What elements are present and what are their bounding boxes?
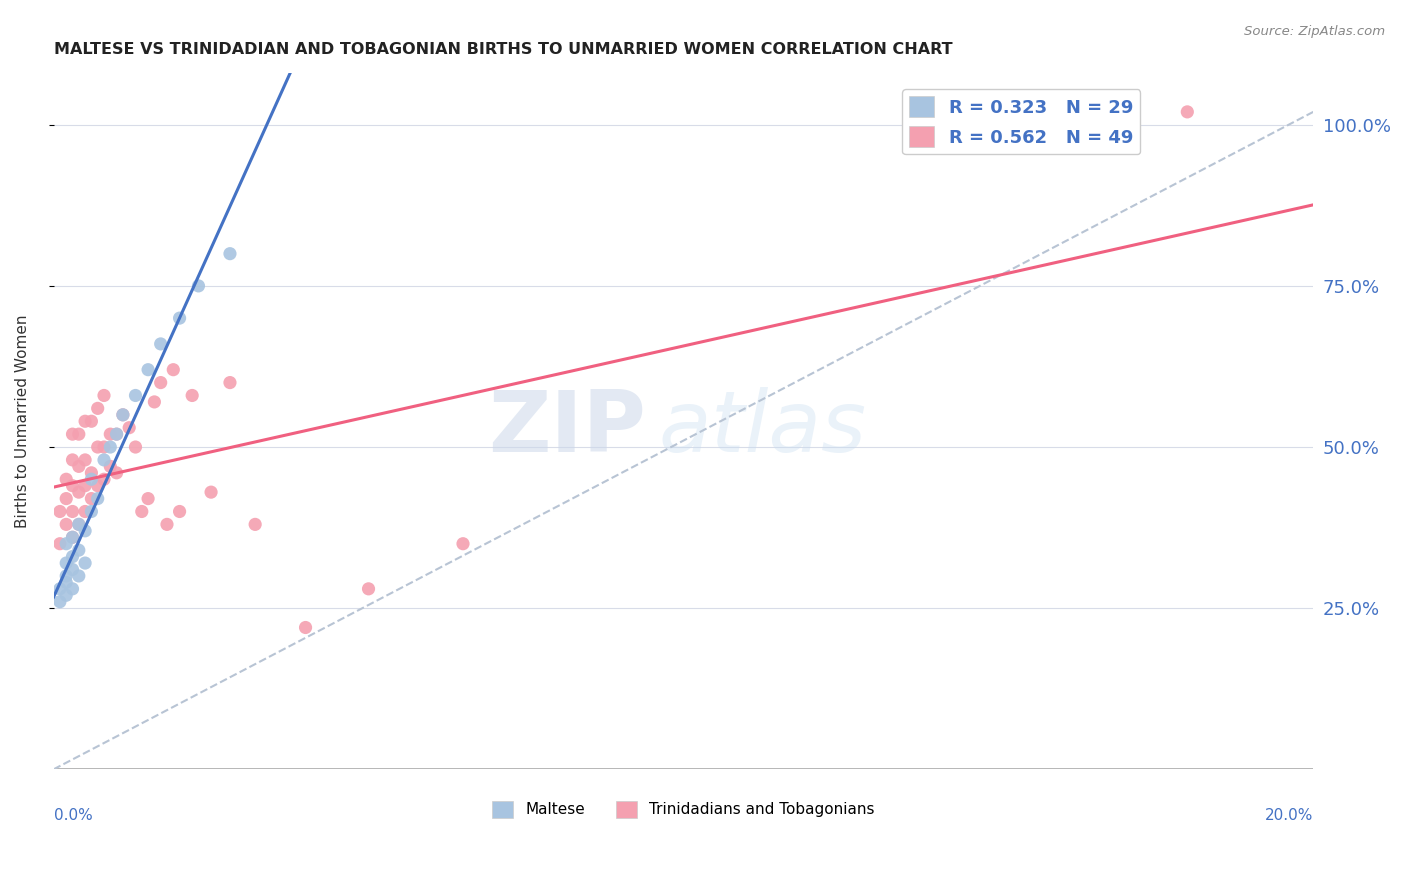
Point	[80, 504, 103, 518]
Point	[1175, 104, 1198, 119]
Point	[55, 537, 77, 551]
Point	[181, 388, 204, 402]
Point	[62, 427, 84, 442]
Point	[55, 588, 77, 602]
Point	[49, 504, 72, 518]
Point	[55, 491, 77, 506]
Point	[75, 453, 97, 467]
Point	[67, 569, 90, 583]
Point	[49, 595, 72, 609]
Point	[55, 472, 77, 486]
Point	[62, 453, 84, 467]
Legend: Maltese, Trinidadians and Tobagonians: Maltese, Trinidadians and Tobagonians	[486, 795, 882, 824]
Point	[451, 537, 474, 551]
Point	[67, 427, 90, 442]
Text: ZIP: ZIP	[488, 387, 645, 470]
Point	[67, 485, 90, 500]
Point	[80, 491, 103, 506]
Point	[187, 279, 209, 293]
Point	[136, 362, 159, 376]
Point	[118, 420, 141, 434]
Point	[75, 504, 97, 518]
Text: 20.0%: 20.0%	[1265, 807, 1313, 822]
Point	[143, 395, 166, 409]
Point	[80, 472, 103, 486]
Point	[169, 504, 191, 518]
Point	[86, 440, 108, 454]
Point	[55, 556, 77, 570]
Point	[86, 479, 108, 493]
Point	[49, 537, 72, 551]
Point	[200, 485, 222, 500]
Point	[219, 246, 242, 260]
Point	[62, 549, 84, 564]
Point	[131, 504, 153, 518]
Point	[67, 517, 90, 532]
Point	[169, 311, 191, 326]
Point	[98, 459, 121, 474]
Point	[98, 440, 121, 454]
Point	[124, 440, 146, 454]
Point	[93, 472, 115, 486]
Point	[55, 517, 77, 532]
Point	[49, 582, 72, 596]
Point	[62, 530, 84, 544]
Point	[105, 466, 128, 480]
Point	[62, 530, 84, 544]
Point	[93, 440, 115, 454]
Point	[67, 543, 90, 558]
Point	[80, 466, 103, 480]
Point	[86, 491, 108, 506]
Point	[149, 337, 172, 351]
Point	[93, 388, 115, 402]
Point	[93, 453, 115, 467]
Point	[75, 414, 97, 428]
Point	[55, 569, 77, 583]
Point	[162, 362, 184, 376]
Point	[124, 388, 146, 402]
Point	[149, 376, 172, 390]
Point	[62, 582, 84, 596]
Point	[62, 504, 84, 518]
Point	[111, 408, 134, 422]
Point	[75, 524, 97, 538]
Point	[111, 408, 134, 422]
Point	[55, 575, 77, 590]
Point	[98, 427, 121, 442]
Point	[75, 479, 97, 493]
Point	[80, 414, 103, 428]
Point	[357, 582, 380, 596]
Text: 0.0%: 0.0%	[53, 807, 93, 822]
Text: atlas: atlas	[658, 387, 866, 470]
Point	[294, 620, 316, 634]
Point	[105, 427, 128, 442]
Point	[86, 401, 108, 416]
Point	[136, 491, 159, 506]
Point	[75, 556, 97, 570]
Point	[62, 562, 84, 576]
Point	[67, 459, 90, 474]
Point	[156, 517, 179, 532]
Point	[62, 479, 84, 493]
Text: Source: ZipAtlas.com: Source: ZipAtlas.com	[1244, 25, 1385, 38]
Point	[243, 517, 266, 532]
Y-axis label: Births to Unmarried Women: Births to Unmarried Women	[15, 315, 30, 528]
Point	[105, 427, 128, 442]
Point	[219, 376, 242, 390]
Text: MALTESE VS TRINIDADIAN AND TOBAGONIAN BIRTHS TO UNMARRIED WOMEN CORRELATION CHAR: MALTESE VS TRINIDADIAN AND TOBAGONIAN BI…	[53, 42, 952, 57]
Point	[67, 517, 90, 532]
